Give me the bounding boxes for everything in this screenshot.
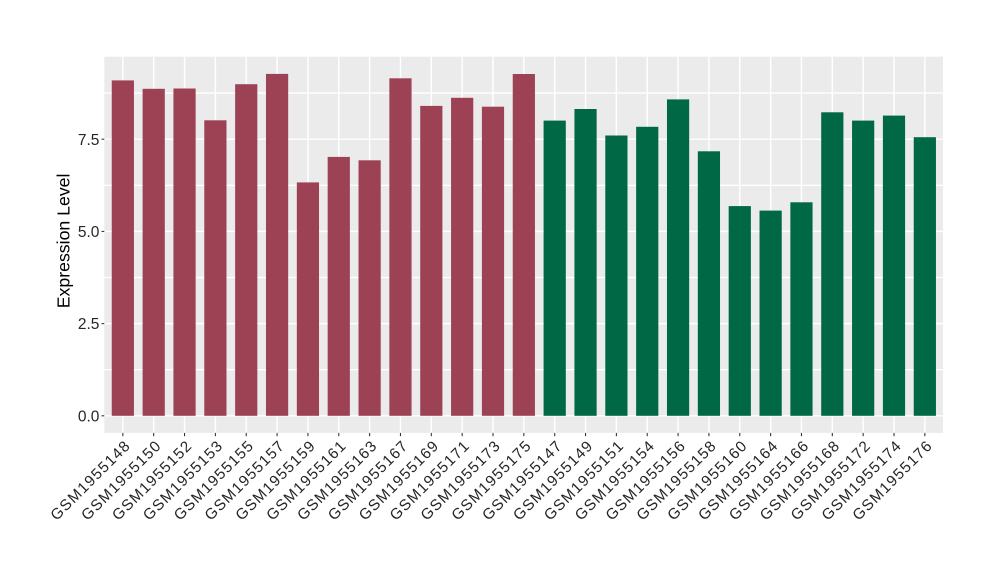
svg-text:2.5: 2.5 bbox=[78, 316, 100, 333]
svg-text:0.0: 0.0 bbox=[78, 408, 100, 425]
svg-text:5.0: 5.0 bbox=[78, 224, 100, 241]
svg-text:Expression Level: Expression Level bbox=[53, 174, 73, 309]
svg-text:7.5: 7.5 bbox=[78, 132, 100, 149]
